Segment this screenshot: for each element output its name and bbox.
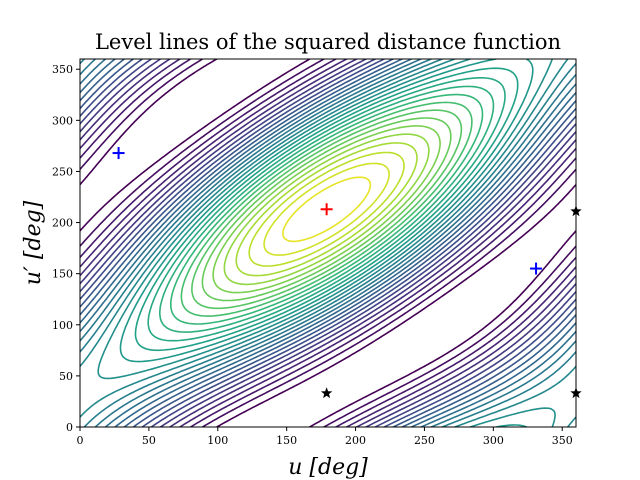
x-tick-label: 200: [345, 434, 366, 447]
contour-level-7: [201, 117, 452, 302]
contour-level-30: [80, 59, 576, 427]
contour-level-3: [248, 151, 405, 267]
y-tick-label: 200: [52, 217, 73, 230]
maximum-marker: [112, 147, 125, 160]
contour-level-2: [263, 162, 390, 256]
contour-level-27: [80, 59, 576, 427]
y-tick-label: 50: [59, 370, 73, 383]
contour-level-8: [191, 109, 463, 310]
x-tick-label: 0: [77, 434, 84, 447]
x-tick-label: 50: [142, 434, 156, 447]
contour-level-9: [180, 101, 473, 317]
saddle-marker: [320, 387, 333, 399]
chart-title: Level lines of the squared distance func…: [95, 30, 561, 54]
x-tick-label: 350: [552, 434, 573, 447]
contour-level-22: [80, 59, 576, 427]
contour-level-19: [80, 59, 576, 427]
contour-level-4: [235, 142, 418, 277]
contour-level-5: [223, 133, 430, 286]
x-tick-label: 300: [483, 434, 504, 447]
y-tick-label: 0: [66, 421, 73, 434]
contour-level-10: [170, 93, 484, 325]
contour-level-11: [159, 85, 495, 333]
contour-level-21: [80, 59, 576, 427]
y-tick-label: 300: [52, 114, 73, 127]
axis-ticks: 0 50 100 150 200 250 300 350 0 50 100 150 200 250 300 3…: [52, 63, 573, 447]
contour-level-20: [80, 59, 576, 427]
y-tick-label: 250: [52, 165, 73, 178]
x-tick-label: 250: [414, 434, 435, 447]
y-tick-label: 350: [52, 63, 73, 76]
minimum-marker: [320, 203, 333, 216]
contour-level-24: [80, 59, 576, 427]
y-tick-label: 100: [52, 319, 73, 332]
y-axis-label: u′ [deg]: [21, 200, 46, 285]
contour-level-6: [212, 125, 441, 294]
contour-level-13: [134, 67, 519, 352]
x-tick-label: 150: [276, 434, 297, 447]
contour-level-12: [147, 77, 506, 342]
y-tick-label: 150: [52, 268, 73, 281]
contour-level-23: [80, 59, 576, 427]
contour-lines: [80, 59, 576, 427]
contour-level-17: [80, 59, 576, 427]
x-axis-label: u [deg]: [288, 455, 368, 480]
contour-level-1: [282, 176, 372, 243]
x-tick-label: 100: [207, 434, 228, 447]
maximum-marker: [530, 262, 543, 275]
plot-frame: [79, 58, 577, 428]
